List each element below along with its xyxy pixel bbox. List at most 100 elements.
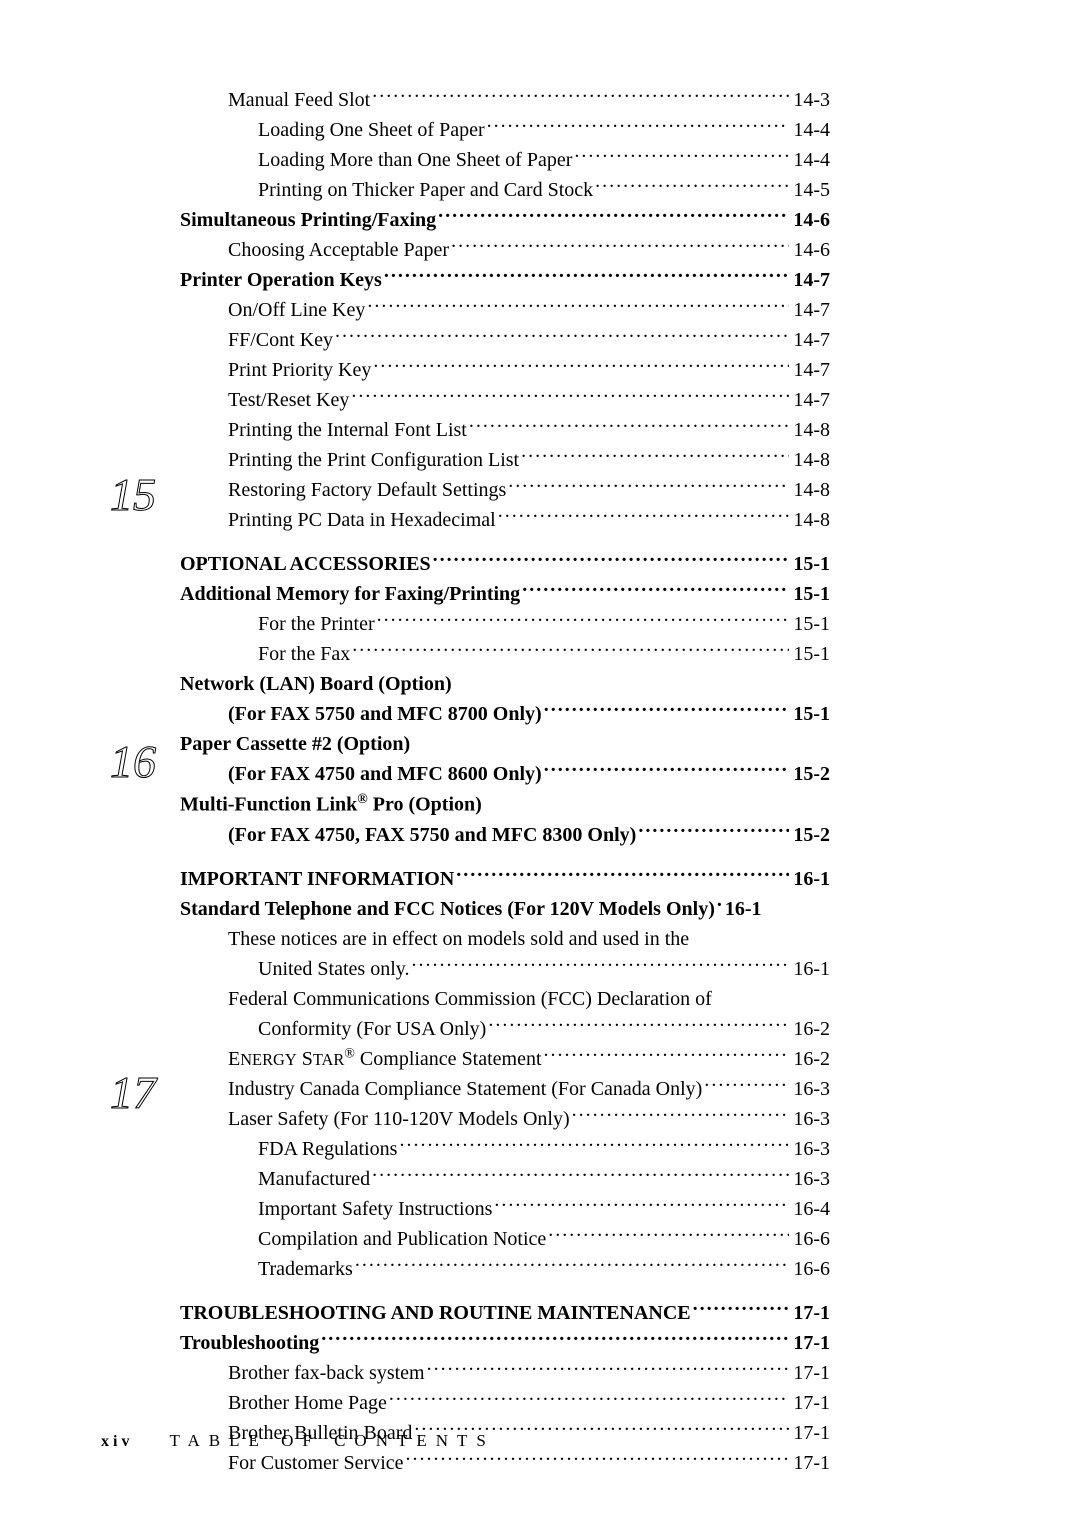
toc-leader-dots <box>370 1165 789 1185</box>
toc-title: ENERGY STAR® Compliance Statement <box>228 1044 542 1075</box>
toc-leader-dots <box>486 1015 789 1035</box>
toc-page-ref: 16-1 <box>721 894 762 924</box>
toc-page-ref: 16-6 <box>789 1224 830 1254</box>
toc-entry: TROUBLESHOOTING AND ROUTINE MAINTENANCE … <box>180 1298 830 1328</box>
toc-entry: On/Off Line Key 14-7 <box>180 295 830 325</box>
toc-title: FDA Regulations <box>258 1134 397 1164</box>
toc-page-ref: 16-3 <box>789 1074 830 1104</box>
toc-title: For the Printer <box>258 609 375 639</box>
toc-title: These notices are in effect on models so… <box>228 924 689 954</box>
toc-entry: Loading More than One Sheet of Paper 14-… <box>180 145 830 175</box>
toc-title: Network (LAN) Board (Option) <box>180 669 452 699</box>
toc-page-ref: 14-7 <box>789 385 830 415</box>
toc-leader-dots <box>375 610 790 630</box>
toc-page: Manual Feed Slot 14-3Loading One Sheet o… <box>180 85 830 1478</box>
toc-entry: These notices are in effect on models so… <box>180 924 830 954</box>
footer-label: TABLE OF CONTENTS <box>169 1431 494 1451</box>
toc-title: (For FAX 5750 and MFC 8700 Only) <box>228 699 542 729</box>
toc-page-ref: 15-1 <box>789 549 830 579</box>
toc-page-ref: 14-7 <box>789 265 830 295</box>
chapter-badge-16: 16 <box>103 735 164 787</box>
toc-title: Loading One Sheet of Paper <box>258 115 485 145</box>
chapter-badge-17: 17 <box>103 1066 164 1118</box>
toc-entry: Printing the Internal Font List 14-8 <box>180 415 830 445</box>
toc-entry: Trademarks 16-6 <box>180 1254 830 1284</box>
toc-title: FF/Cont Key <box>228 325 333 355</box>
toc-title: Choosing Acceptable Paper <box>228 235 449 265</box>
toc-title: For Customer Service <box>228 1448 404 1478</box>
toc-title: Loading More than One Sheet of Paper <box>258 145 572 175</box>
toc-section-14: Manual Feed Slot 14-3Loading One Sheet o… <box>180 85 830 535</box>
toc-entry: Troubleshooting 17-1 <box>180 1328 830 1358</box>
toc-page-ref: 16-4 <box>789 1194 830 1224</box>
toc-entry-continuation: Conformity (For USA Only) 16-2 <box>180 1014 830 1044</box>
toc-entry: Test/Reset Key 14-7 <box>180 385 830 415</box>
toc-page-ref: 14-8 <box>789 415 830 445</box>
toc-title: Printing on Thicker Paper and Card Stock <box>258 175 593 205</box>
toc-entry: Printing the Print Configuration List 14… <box>180 445 830 475</box>
toc-entry: Brother Home Page 17-1 <box>180 1388 830 1418</box>
toc-leader-dots <box>485 116 790 136</box>
toc-page-ref: 14-8 <box>789 475 830 505</box>
toc-entry: Choosing Acceptable Paper 14-6 <box>180 235 830 265</box>
toc-entry: Restoring Factory Default Settings 14-8 <box>180 475 830 505</box>
toc-leader-dots <box>404 1449 790 1469</box>
toc-title: Printer Operation Keys <box>180 265 382 295</box>
toc-page-ref: 17-1 <box>789 1358 830 1388</box>
toc-entry-continuation: (For FAX 4750 and MFC 8600 Only) 15-2 <box>180 759 830 789</box>
toc-title: Conformity (For USA Only) <box>258 1014 486 1044</box>
toc-entry: Industry Canada Compliance Statement (Fo… <box>180 1074 830 1104</box>
toc-entry: Federal Communications Commission (FCC) … <box>180 984 830 1014</box>
toc-leader-dots <box>365 296 789 316</box>
toc-page-ref: 14-4 <box>789 145 830 175</box>
toc-page-ref: 14-4 <box>789 115 830 145</box>
toc-page-ref: 14-7 <box>789 295 830 325</box>
toc-title: Trademarks <box>258 1254 353 1284</box>
toc-entry: Multi-Function Link® Pro (Option) <box>180 789 830 820</box>
toc-title: Manufactured <box>258 1164 370 1194</box>
toc-entry: Additional Memory for Faxing/Printing 15… <box>180 579 830 609</box>
toc-leader-dots <box>702 1075 789 1095</box>
toc-title: OPTIONAL ACCESSORIES <box>180 549 431 579</box>
toc-leader-dots <box>542 700 790 720</box>
toc-entry: Standard Telephone and FCC Notices (For … <box>180 894 830 924</box>
toc-page-ref: 14-7 <box>789 325 830 355</box>
toc-page-ref: 17-1 <box>789 1448 830 1478</box>
toc-title: For the Fax <box>258 639 350 669</box>
toc-title: Paper Cassette #2 (Option) <box>180 729 410 759</box>
toc-page-ref: 17-1 <box>789 1388 830 1418</box>
toc-entry-continuation: (For FAX 4750, FAX 5750 and MFC 8300 Onl… <box>180 820 830 850</box>
toc-leader-dots <box>715 895 721 915</box>
toc-leader-dots <box>496 506 790 526</box>
toc-leader-dots <box>425 1359 790 1379</box>
toc-entry: Loading One Sheet of Paper 14-4 <box>180 115 830 145</box>
toc-page-ref: 14-6 <box>789 235 830 265</box>
toc-title: Federal Communications Commission (FCC) … <box>228 984 712 1014</box>
toc-title: Additional Memory for Faxing/Printing <box>180 579 520 609</box>
badge-outline-text: 15 <box>110 469 156 520</box>
toc-leader-dots <box>467 416 789 436</box>
toc-page-ref: 15-2 <box>789 759 830 789</box>
toc-title: Multi-Function Link® Pro (Option) <box>180 789 482 820</box>
toc-page-ref: 17-1 <box>789 1328 830 1358</box>
toc-title: (For FAX 4750 and MFC 8600 Only) <box>228 759 542 789</box>
page-footer: xiv TABLE OF CONTENTS <box>101 1431 495 1451</box>
toc-entry: Paper Cassette #2 (Option) <box>180 729 830 759</box>
toc-title: United States only. <box>258 954 409 984</box>
toc-leader-dots <box>371 356 789 376</box>
toc-title: Printing PC Data in Hexadecimal <box>228 505 496 535</box>
toc-leader-dots <box>319 1329 789 1349</box>
toc-leader-dots <box>519 446 789 466</box>
toc-leader-dots <box>572 146 789 166</box>
toc-entry-continuation: United States only. 16-1 <box>180 954 830 984</box>
toc-page-ref: 14-6 <box>789 205 830 235</box>
toc-entry: Manual Feed Slot 14-3 <box>180 85 830 115</box>
toc-entry: Brother fax-back system 17-1 <box>180 1358 830 1388</box>
toc-entry: IMPORTANT INFORMATION 16-1 <box>180 864 830 894</box>
toc-leader-dots <box>397 1135 789 1155</box>
toc-title: Printing the Internal Font List <box>228 415 467 445</box>
badge-outline-text: 17 <box>110 1067 158 1118</box>
toc-page-ref: 14-8 <box>789 505 830 535</box>
toc-title: (For FAX 4750, FAX 5750 and MFC 8300 Onl… <box>228 820 636 850</box>
toc-leader-dots <box>370 86 789 106</box>
